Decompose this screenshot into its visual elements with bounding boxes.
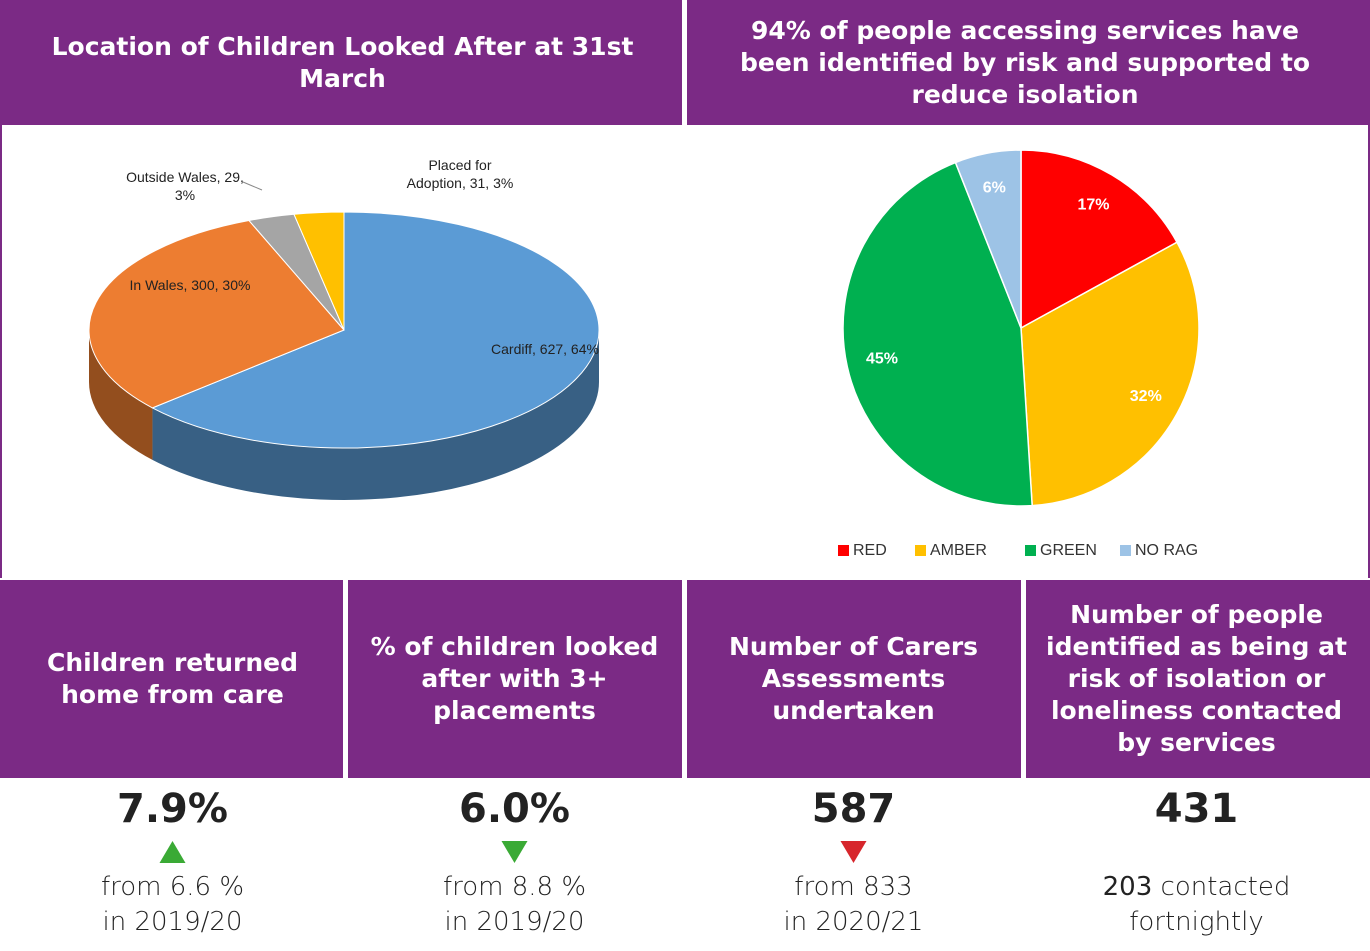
data-label: 6% bbox=[983, 179, 1006, 196]
note-line: in 2019/20 bbox=[345, 905, 684, 940]
legend-swatch bbox=[1120, 545, 1131, 556]
stat-value: 6.0% bbox=[459, 786, 570, 832]
note-line: from 6.6 % bbox=[0, 870, 345, 905]
divider bbox=[682, 0, 687, 125]
legend-swatch bbox=[915, 545, 926, 556]
legend-label: AMBER bbox=[930, 542, 987, 559]
trend-arrow bbox=[501, 841, 528, 863]
slice bbox=[954, 149, 1022, 329]
note-text: contacted bbox=[1160, 872, 1291, 902]
data-label: 17% bbox=[1077, 197, 1109, 214]
divider bbox=[682, 580, 687, 778]
leader-line bbox=[242, 181, 263, 191]
stat-title: Number of Carers Assessments undertaken bbox=[728, 632, 979, 725]
note-line: in 2020/21 bbox=[684, 905, 1023, 940]
legend-swatch bbox=[1025, 545, 1036, 556]
note-text: fortnightly bbox=[1129, 907, 1264, 938]
stat-title: % of children looked after with 3+ place… bbox=[370, 632, 659, 725]
note-line: from 833 bbox=[684, 870, 1023, 905]
slice bbox=[88, 219, 345, 409]
stat-note: from 833 in 2020/21 bbox=[684, 870, 1023, 940]
chart-title: 94% of people accessing services have be… bbox=[739, 15, 1310, 109]
divider bbox=[1021, 580, 1026, 778]
note-text: in 2019/20 bbox=[444, 907, 585, 938]
note-text: in 2019/20 bbox=[102, 907, 243, 938]
slice bbox=[1020, 241, 1200, 507]
stat-value: 431 bbox=[1154, 786, 1239, 832]
stat-note: from 6.6 % in 2019/20 bbox=[0, 870, 345, 940]
legend-label: RED bbox=[853, 542, 887, 559]
note-bold: 203 bbox=[1102, 872, 1153, 902]
data-label: In Wales, 300, 30% bbox=[129, 277, 251, 293]
stat-value: 7.9% bbox=[117, 786, 228, 832]
legend-label: GREEN bbox=[1040, 542, 1097, 559]
slice bbox=[842, 161, 1033, 507]
note-line: in 2019/20 bbox=[0, 905, 345, 940]
data-label: 45% bbox=[866, 350, 898, 367]
divider bbox=[343, 580, 348, 778]
slice-side bbox=[89, 330, 153, 460]
chart-title: Location of Children Looked After at 31s… bbox=[51, 31, 634, 93]
chart-frame bbox=[0, 125, 1370, 578]
legend-label: NO RAG bbox=[1135, 542, 1198, 559]
note-line: from 8.8 % bbox=[345, 870, 684, 905]
note-line: 203 contacted bbox=[1023, 870, 1370, 905]
trend-arrow bbox=[840, 841, 867, 863]
note-text: from 8.8 % bbox=[442, 872, 587, 902]
note-text: from 833 bbox=[794, 872, 913, 902]
stat-value: 587 bbox=[811, 786, 896, 832]
slice bbox=[1020, 149, 1178, 330]
data-label: 32% bbox=[1130, 388, 1162, 405]
slice bbox=[293, 211, 345, 331]
legend-swatch bbox=[838, 545, 849, 556]
stat-title: Children returned home from care bbox=[47, 648, 298, 709]
stat-note: 203 contacted fortnightly bbox=[1023, 870, 1370, 940]
stat-title: Number of people identified as being at … bbox=[1046, 600, 1347, 757]
note-text: in 2020/21 bbox=[783, 907, 924, 938]
stat-note: from 8.8 % in 2019/20 bbox=[345, 870, 684, 940]
note-line: fortnightly bbox=[1023, 905, 1370, 940]
data-label: Placed for Adoption, 31, 3% bbox=[406, 157, 514, 192]
trend-arrow bbox=[159, 841, 186, 863]
data-label: Cardiff, 627, 64% bbox=[491, 341, 599, 357]
slice bbox=[151, 211, 600, 449]
data-label: Outside Wales, 29, 3% bbox=[126, 169, 244, 204]
note-text: from 6.6 % bbox=[100, 872, 245, 902]
slice-side bbox=[152, 330, 599, 501]
